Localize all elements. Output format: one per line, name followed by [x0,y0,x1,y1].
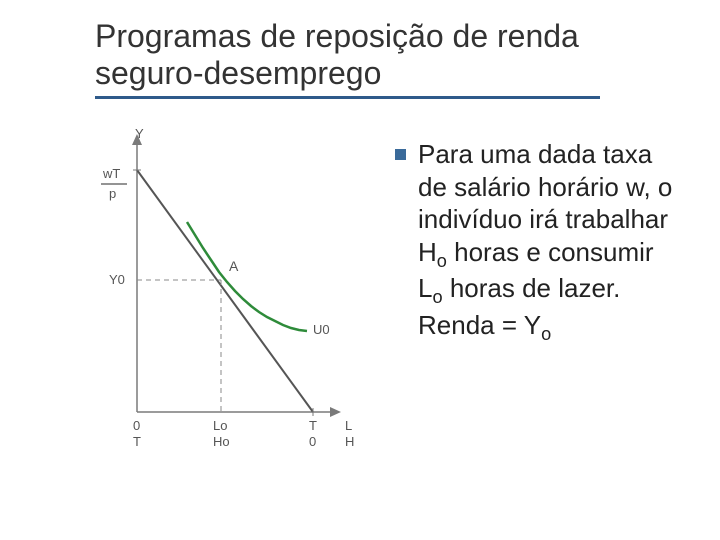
indifference-curve [187,222,307,331]
bullet-text: Para uma dada taxa de salário horário w,… [418,138,680,346]
bullet-item: Para uma dada taxa de salário horário w,… [395,138,680,346]
zero-right-bottom: 0 [309,434,316,449]
economics-chart: Y wT p Y0 A U0 0 T Lo Ho T 0 L H [95,130,375,480]
content-row: Y wT p Y0 A U0 0 T Lo Ho T 0 L H Para um… [95,130,680,480]
wtp-numerator: wT [103,166,120,181]
slide-title: Programas de reposição de renda seguro-d… [95,18,690,92]
slide-title-block: Programas de reposição de renda seguro-d… [95,18,690,99]
lo-label: Lo [213,418,227,433]
budget-line [137,170,313,412]
y-axis-label: Y [135,126,144,141]
x-axis-arrow [330,407,341,417]
origin-t-bottom: T [133,434,141,449]
ho-label: Ho [213,434,230,449]
t-right-top: T [309,418,317,433]
h-label: H [345,434,354,449]
bullet-column: Para uma dada taxa de salário horário w,… [395,130,680,480]
u0-label: U0 [313,322,330,337]
y0-label: Y0 [109,272,125,287]
wtp-denominator: p [109,186,116,201]
l-label: L [345,418,352,433]
origin-zero-top: 0 [133,418,140,433]
point-a-label: A [229,258,238,274]
bullet-icon [395,149,406,160]
title-underline [95,96,600,99]
